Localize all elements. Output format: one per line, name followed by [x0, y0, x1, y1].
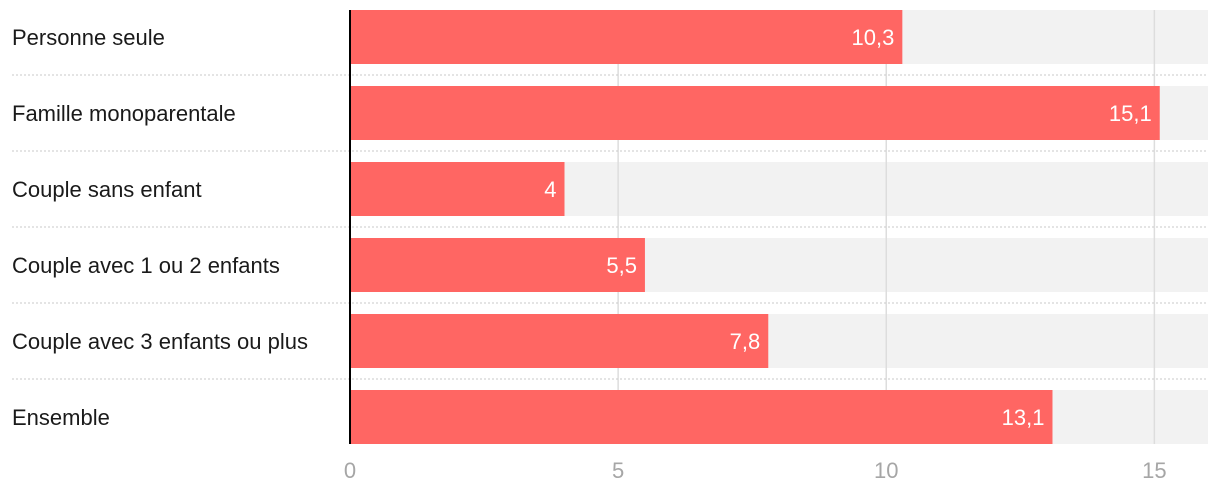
bar: [350, 162, 565, 216]
value-label: 15,1: [1109, 101, 1152, 126]
category-label: Couple avec 1 ou 2 enfants: [12, 253, 280, 278]
value-label: 7,8: [730, 329, 761, 354]
x-tick-label: 0: [344, 458, 356, 483]
value-label: 13,1: [1002, 405, 1045, 430]
bar: [350, 390, 1053, 444]
x-tick-label: 15: [1142, 458, 1166, 483]
value-label: 4: [544, 177, 556, 202]
bar: [350, 238, 645, 292]
bar: [350, 314, 769, 368]
category-label: Couple sans enfant: [12, 177, 202, 202]
value-label: 10,3: [852, 25, 895, 50]
bar: [350, 86, 1160, 140]
category-label: Ensemble: [12, 405, 110, 430]
category-label: Famille monoparentale: [12, 101, 236, 126]
category-label: Couple avec 3 enfants ou plus: [12, 329, 308, 354]
category-label: Personne seule: [12, 25, 165, 50]
x-tick-label: 5: [612, 458, 624, 483]
value-label: 5,5: [606, 253, 637, 278]
x-tick-label: 10: [874, 458, 898, 483]
bar: [350, 10, 903, 64]
